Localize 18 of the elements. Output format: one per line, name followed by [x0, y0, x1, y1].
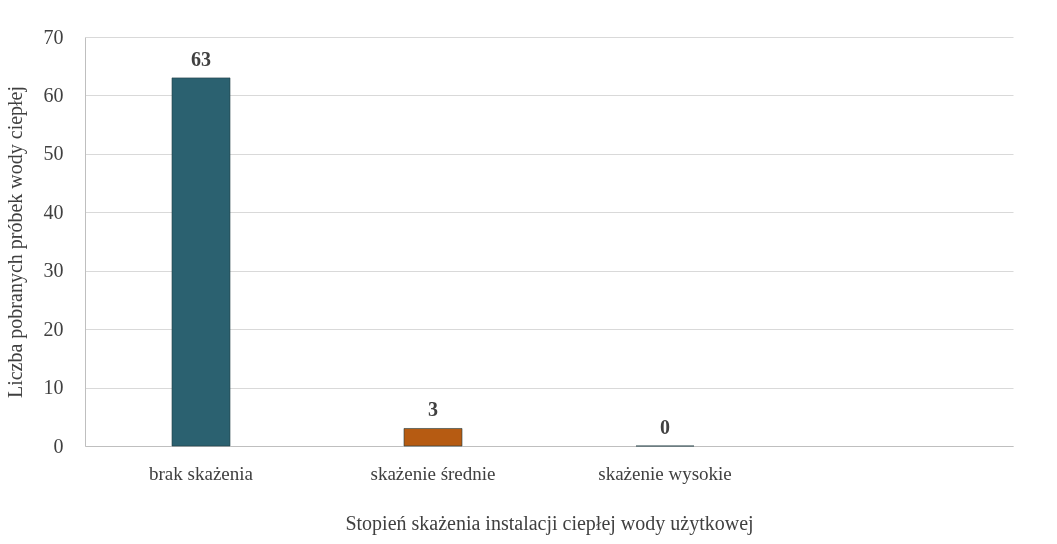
y-tick-label: 0 — [53, 434, 64, 457]
y-tick-label: 30 — [43, 259, 64, 282]
y-tick-label: 60 — [43, 83, 64, 106]
y-tick-label: 50 — [43, 142, 64, 165]
y-tick-label: 70 — [43, 25, 64, 48]
bar — [171, 77, 231, 447]
x-tick-label: skażenie średnie — [370, 462, 496, 484]
x-axis-title: Stopień skażenia instalacji ciepłej wody użytkowej — [345, 511, 754, 535]
data-label: 3 — [428, 398, 438, 421]
bar — [403, 428, 463, 447]
y-tick-label: 40 — [43, 200, 64, 223]
y-tick-label: 10 — [43, 376, 64, 399]
y-axis-title: Liczba pobranych próbek wody ciepłej — [3, 85, 27, 399]
x-tick-label: skażenie wysokie — [598, 462, 732, 484]
x-tick-label: brak skażenia — [149, 462, 254, 484]
data-label: 0 — [660, 416, 670, 438]
data-label: 63 — [191, 47, 211, 70]
y-tick-label: 20 — [43, 317, 64, 340]
